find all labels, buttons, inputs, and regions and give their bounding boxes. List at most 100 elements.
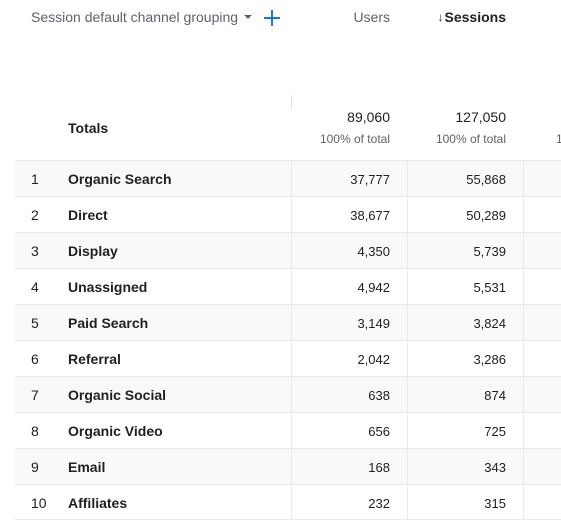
table-row[interactable]: 9 Email 168 343 — [15, 448, 561, 484]
channel-name[interactable]: Unassigned — [68, 279, 148, 295]
cell-divider — [407, 413, 408, 448]
cell-divider — [523, 413, 524, 448]
totals-label: Totals — [68, 120, 109, 136]
row-rank: 8 — [31, 423, 39, 439]
table-row[interactable]: 4 Unassigned 4,942 5,531 — [15, 268, 561, 304]
sessions-value: 5,531 — [473, 280, 506, 295]
add-dimension-icon[interactable] — [263, 9, 281, 27]
channel-name[interactable]: Organic Social — [68, 387, 167, 403]
totals-users: 89,060 100% of total — [320, 109, 390, 146]
data-rows: 1 Organic Search 37,777 55,868 2 Direct 38,677… — [15, 160, 561, 520]
cell-divider — [523, 269, 524, 304]
table-row[interactable]: 3 Display 4,350 5,739 — [15, 232, 561, 268]
totals-sessions-value: 127,050 — [455, 109, 506, 125]
dimension-label: Session default channel grouping — [31, 9, 239, 25]
users-value: 4,350 — [357, 244, 390, 259]
cell-divider — [291, 269, 292, 304]
cell-divider — [291, 233, 292, 268]
channel-name[interactable]: Referral — [68, 351, 121, 367]
channel-name[interactable]: Organic Video — [68, 423, 163, 439]
dimension-picker[interactable]: Session default channel grouping — [31, 9, 253, 25]
sessions-header-label: Sessions — [444, 9, 506, 25]
cell-divider — [523, 341, 524, 376]
channel-name[interactable]: Organic Search — [68, 171, 172, 187]
users-value: 656 — [368, 424, 390, 439]
cell-divider — [407, 233, 408, 268]
cell-divider — [291, 377, 292, 412]
table-header: Session default channel grouping Users ↓… — [0, 0, 561, 40]
table-row[interactable]: 8 Organic Video 656 725 — [15, 412, 561, 448]
row-rank: 10 — [31, 495, 47, 511]
users-value: 2,042 — [357, 352, 390, 367]
users-value: 37,777 — [350, 172, 390, 187]
column-header-sessions[interactable]: ↓ Sessions — [438, 9, 506, 25]
cell-divider — [291, 413, 292, 448]
row-rank: 7 — [31, 387, 39, 403]
cell-divider — [407, 485, 408, 519]
row-rank: 4 — [31, 279, 39, 295]
users-value: 638 — [368, 388, 390, 403]
sessions-value: 55,868 — [466, 172, 506, 187]
users-value: 168 — [368, 460, 390, 475]
cell-divider — [291, 197, 292, 232]
row-rank: 5 — [31, 315, 39, 331]
cell-divider — [523, 197, 524, 232]
cell-divider — [523, 161, 524, 196]
cell-divider — [407, 161, 408, 196]
cell-divider — [523, 485, 524, 519]
cell-divider — [291, 449, 292, 484]
table-row[interactable]: 5 Paid Search 3,149 3,824 — [15, 304, 561, 340]
row-rank: 1 — [31, 171, 39, 187]
users-value: 4,942 — [357, 280, 390, 295]
truncated-next-column: 1 — [556, 132, 561, 146]
table-row[interactable]: 2 Direct 38,677 50,289 — [15, 196, 561, 232]
cell-divider — [523, 377, 524, 412]
sessions-value: 725 — [484, 424, 506, 439]
sessions-value: 315 — [484, 496, 506, 511]
sessions-value: 5,739 — [473, 244, 506, 259]
channel-name[interactable]: Paid Search — [68, 315, 149, 331]
table-row[interactable]: 1 Organic Search 37,777 55,868 — [15, 160, 561, 196]
sessions-value: 343 — [484, 460, 506, 475]
totals-sessions: 127,050 100% of total — [436, 109, 506, 146]
cell-divider — [407, 269, 408, 304]
channel-name[interactable]: Affiliates — [68, 495, 128, 511]
totals-users-value: 89,060 — [347, 109, 390, 125]
cell-divider — [407, 377, 408, 412]
cell-divider — [291, 161, 292, 196]
cell-divider — [523, 449, 524, 484]
cell-divider — [407, 197, 408, 232]
channel-name[interactable]: Email — [68, 459, 106, 475]
table-row[interactable]: 10 Affiliates 232 315 — [15, 484, 561, 520]
cell-divider — [407, 449, 408, 484]
totals-users-percent: 100% of total — [319, 132, 390, 146]
cell-divider — [291, 341, 292, 376]
sessions-value: 3,286 — [473, 352, 506, 367]
sort-descending-icon: ↓ — [437, 10, 444, 24]
users-value: 38,677 — [350, 208, 390, 223]
sessions-value: 50,289 — [466, 208, 506, 223]
users-value: 232 — [368, 496, 390, 511]
column-header-users[interactable]: Users — [353, 9, 390, 25]
row-rank: 3 — [31, 243, 39, 259]
cell-divider — [523, 305, 524, 340]
cell-divider — [523, 233, 524, 268]
sessions-value: 3,824 — [473, 316, 506, 331]
table-row[interactable]: 6 Referral 2,042 3,286 — [15, 340, 561, 376]
cell-divider — [291, 485, 292, 519]
row-rank: 2 — [31, 207, 39, 223]
users-value: 3,149 — [357, 316, 390, 331]
channel-name[interactable]: Direct — [68, 207, 108, 223]
channel-name[interactable]: Display — [68, 243, 118, 259]
dropdown-caret-icon — [244, 15, 253, 19]
cell-divider — [407, 305, 408, 340]
column-divider — [291, 95, 292, 109]
row-rank: 6 — [31, 351, 39, 367]
cell-divider — [407, 341, 408, 376]
row-rank: 9 — [31, 459, 39, 475]
totals-sessions-percent: 100% of total — [435, 132, 506, 146]
totals-row: Totals 89,060 100% of total 127,050 100%… — [15, 109, 561, 160]
table-row[interactable]: 7 Organic Social 638 874 — [15, 376, 561, 412]
sessions-value: 874 — [484, 388, 506, 403]
cell-divider — [291, 305, 292, 340]
